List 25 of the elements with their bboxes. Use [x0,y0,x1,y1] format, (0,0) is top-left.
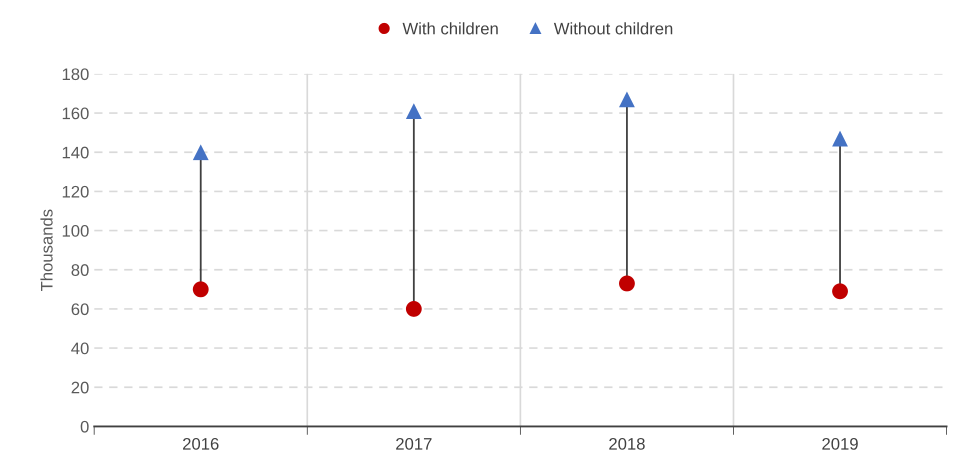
x-tick-label: 2019 [822,438,858,450]
y-tick-label: 20 [72,382,89,394]
y-tick-label: 120 [62,186,89,198]
y-axis-title: Thousands [40,210,53,292]
point [406,103,422,120]
y-tick-label: 0 [80,420,89,433]
y-tick-label: 140 [62,146,89,158]
x-tick-label: 2018 [609,438,645,450]
legend-label: Without children [554,22,672,34]
y-tick-label: 80 [72,264,89,276]
y-tick-label: 60 [72,303,89,316]
y-tick-label: 40 [71,342,89,354]
point [192,144,209,160]
point [192,281,209,298]
y-tick-label: 180 [62,68,89,80]
x-tick-label: 2016 [183,438,219,450]
x-tick-label: 2017 [396,438,432,450]
point [832,130,848,146]
y-tick-label: 100 [62,224,89,237]
point [832,283,848,300]
legend-label: With children [402,22,498,34]
point [406,301,422,317]
point [619,91,635,108]
point [619,276,635,292]
y-tick-label: 160 [62,107,89,120]
